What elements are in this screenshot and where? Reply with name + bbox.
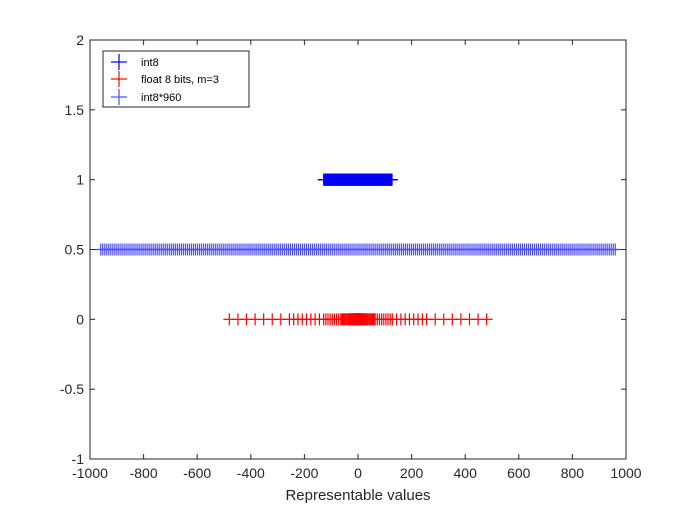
x-tick-label: -200 [290,465,318,481]
legend-entry-int8-scaled: int8*960 [111,89,181,105]
legend-entry-int8: int8 [111,54,159,70]
data-point [480,313,493,326]
data-point [609,243,622,256]
data-point [223,313,236,326]
y-tick-label: -1 [72,451,85,467]
series-layer [94,173,622,326]
y-tick-label: 0 [76,311,84,327]
x-tick-label: -400 [237,465,265,481]
series-int8 [317,173,399,186]
x-tick-label: 0 [354,465,362,481]
x-tick-label: 1000 [610,465,641,481]
y-tick-label: 0.5 [65,242,85,258]
x-tick-label: -1000 [72,465,108,481]
x-tick-label: -600 [183,465,211,481]
series-float8 [223,313,493,326]
x-tick-label: 200 [400,465,424,481]
y-tick-label: 2 [76,32,84,48]
x-tick-label: -800 [130,465,158,481]
x-tick-label: 800 [561,465,585,481]
legend-label-int8: int8 [141,57,159,69]
legend-label-int8-scaled: int8*960 [141,92,181,104]
y-ticks: -1 -0.5 0 0.5 1 1.5 2 [60,32,626,467]
series-int8-scaled [94,243,622,256]
x-tick-label: 400 [454,465,478,481]
x-tick-label: 600 [507,465,531,481]
y-tick-label: -0.5 [60,381,84,397]
x-axis-label: Representable values [285,487,430,504]
legend-box [102,50,250,108]
legend-label-float8: float 8 bits, m=3 [141,74,219,86]
y-tick-label: 1.5 [65,102,85,118]
legend: int8 float 8 bits, m=3 int8*960 [102,50,250,108]
legend-entry-float8: float 8 bits, m=3 [111,71,219,87]
data-point [386,173,399,186]
x-ticks: -1000 -800 -600 -400 -200 0 200 400 600 800 1000 [72,40,642,481]
y-tick-label: 1 [76,172,84,188]
